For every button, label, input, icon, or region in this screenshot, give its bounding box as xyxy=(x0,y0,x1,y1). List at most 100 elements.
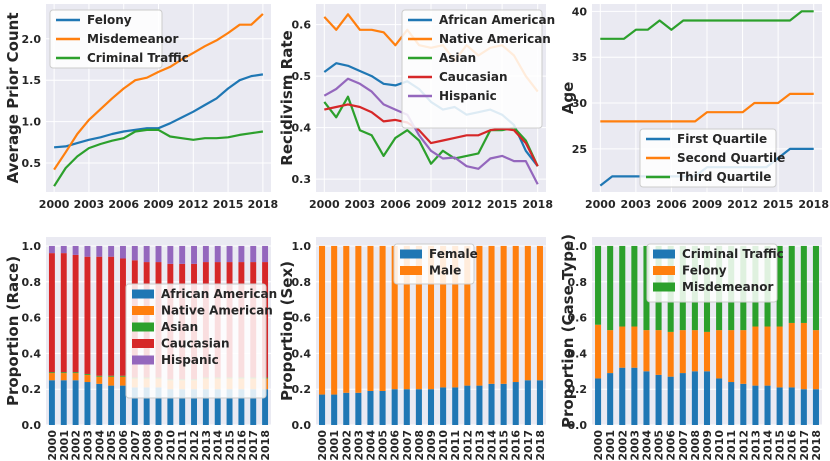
bar-segment-male xyxy=(464,245,471,386)
bar-segment-criminal-traffic xyxy=(728,382,735,425)
x-tick-label: 2000 xyxy=(39,198,70,211)
legend-label: Asian xyxy=(439,51,476,65)
bar-segment-male xyxy=(476,245,483,386)
x-tick-label: 2006 xyxy=(656,198,687,211)
bar-segment-misdemeanor xyxy=(631,245,638,327)
bar-segment-hispanic xyxy=(131,245,138,261)
bar-segment-hispanic xyxy=(96,245,103,257)
bar-segment-female xyxy=(488,383,495,425)
series-line-criminal-traffic xyxy=(53,128,264,187)
x-tick-label: 2000 xyxy=(309,198,340,211)
bar-segment-hispanic xyxy=(250,245,257,263)
series-line-third-quartile xyxy=(600,10,814,40)
bar-segment-female xyxy=(355,392,362,425)
legend-label: Criminal Traffic xyxy=(87,51,189,65)
legend-label: African American xyxy=(439,13,555,27)
y-axis-label: Age xyxy=(559,82,577,115)
y-axis-label: Proportion (Race) xyxy=(4,256,22,406)
x-tick-label: 2001 xyxy=(328,430,341,461)
x-tick-label: 2010 xyxy=(164,430,177,461)
bar-segment-african-american xyxy=(155,387,162,425)
y-axis-label: Proportion (Case Type) xyxy=(559,234,577,428)
x-tick-label: 2017 xyxy=(798,430,811,461)
chart-age: 25 30 35 40 2000 2003 2006 2009 2012 2015 2018 Age F… xyxy=(559,4,829,211)
bar-segment-female xyxy=(403,389,410,425)
bar-segment-criminal-traffic xyxy=(607,373,614,425)
series-line-misdemeanor xyxy=(53,13,264,171)
bar-segment-misdemeanor xyxy=(800,245,807,323)
bar-segment-hispanic xyxy=(155,245,162,263)
y-tick-label: 25 xyxy=(572,143,587,156)
x-tick-label: 2008 xyxy=(413,430,426,461)
x-tick-label: 2007 xyxy=(129,430,142,461)
legend-label: Felony xyxy=(682,264,727,278)
legend-box xyxy=(646,243,778,303)
legend-swatch xyxy=(400,249,422,259)
x-tick-label: 2016 xyxy=(235,430,248,461)
x-tick-label: 2013 xyxy=(200,430,213,461)
legend-label: First Quartile xyxy=(677,132,767,146)
legend-label: Caucasian xyxy=(439,70,508,84)
x-tick-label: 2017 xyxy=(247,430,260,461)
bar-segment-african-american xyxy=(191,389,197,425)
bar-segment-hispanic xyxy=(143,245,150,263)
x-tick-label: 2016 xyxy=(786,430,799,461)
series-line-second-quartile xyxy=(600,92,814,123)
bar-segment-asian xyxy=(96,375,103,377)
bar-segment-criminal-traffic xyxy=(679,373,686,425)
legend-swatch xyxy=(132,355,154,365)
x-tick-label: 2015 xyxy=(774,430,787,461)
x-tick-label: 2006 xyxy=(389,430,402,461)
x-tick-label: 2015 xyxy=(224,430,237,461)
legend-label: Third Quartile xyxy=(677,170,771,184)
x-tick-label: 2012 xyxy=(727,198,758,211)
bar-segment-native-american xyxy=(84,374,91,383)
bar-segment-felony xyxy=(788,322,795,388)
bar-segment-male xyxy=(403,245,410,390)
bar-segment-male xyxy=(512,245,519,383)
x-tick-label: 2006 xyxy=(380,198,411,211)
x-tick-label: 2015 xyxy=(763,198,794,211)
bar-segment-asian xyxy=(72,372,79,374)
bar-segment-criminal-traffic xyxy=(716,378,723,425)
x-tick-label: 2007 xyxy=(401,430,414,461)
bar-segment-female xyxy=(343,392,350,425)
bar-segment-hispanic xyxy=(191,245,197,264)
bar-segment-african-american xyxy=(84,382,91,425)
bar-segment-criminal-traffic xyxy=(631,367,638,425)
y-tick-label: 40 xyxy=(572,5,588,18)
y-tick-label: 0.8 xyxy=(22,276,42,289)
x-tick-label: 2015 xyxy=(498,430,511,461)
x-tick-label: 2001 xyxy=(58,430,71,461)
bar-segment-male xyxy=(452,245,459,388)
bar-segment-african-american xyxy=(48,380,55,425)
y-tick-label: 0.4 xyxy=(22,347,42,360)
x-tick-label: 2011 xyxy=(725,430,738,461)
legend-label: Hispanic xyxy=(161,353,219,367)
bar-segment-criminal-traffic xyxy=(595,378,602,425)
legend-box xyxy=(125,283,267,399)
x-tick-label: 2003 xyxy=(621,198,652,211)
x-tick-label: 2005 xyxy=(105,430,118,461)
x-tick-label: 2002 xyxy=(340,430,353,461)
x-tick-label: 2010 xyxy=(713,430,726,461)
x-tick-label: 2018 xyxy=(248,198,279,211)
bar-segment-native-american xyxy=(48,373,55,381)
y-tick-label: 0.3 xyxy=(292,173,312,186)
bar-segment-african-american xyxy=(108,385,115,425)
bar-segment-felony xyxy=(619,326,626,368)
legend: Criminal Traffic Felony Misdemeanor xyxy=(646,243,784,303)
x-tick-label: 2003 xyxy=(74,198,105,211)
x-tick-label: 2006 xyxy=(108,198,139,211)
bar-segment-criminal-traffic xyxy=(667,376,674,425)
bar-segment-felony xyxy=(703,331,711,372)
x-tick-label: 2007 xyxy=(677,430,690,461)
bar-segment-criminal-traffic xyxy=(643,371,650,425)
bar-segment-male xyxy=(331,245,338,395)
y-tick-label: 0.8 xyxy=(568,276,588,289)
x-tick-label: 2009 xyxy=(425,430,438,461)
x-tick-label: 2012 xyxy=(188,430,201,461)
x-tick-label: 2003 xyxy=(628,430,641,461)
